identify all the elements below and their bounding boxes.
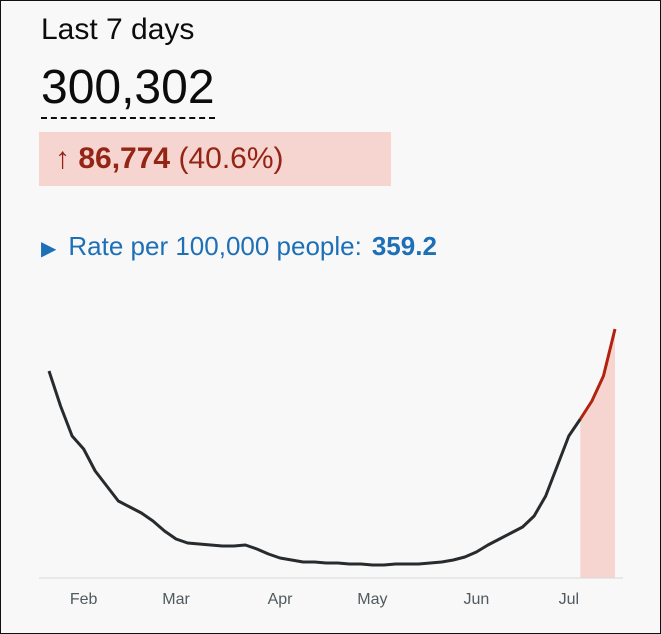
recent-line bbox=[579, 328, 617, 420]
rate-toggle[interactable]: ▶ Rate per 100,000 people: 359.2 bbox=[41, 231, 437, 262]
up-arrow: ↑ bbox=[55, 142, 70, 175]
x-tick-label: Apr bbox=[268, 591, 294, 608]
total-value[interactable]: 300,302 bbox=[41, 59, 215, 119]
change-box: ↑ 86,774 (40.6%) bbox=[39, 132, 391, 186]
change-value: 86,774 bbox=[78, 142, 171, 175]
x-tick-label: May bbox=[357, 591, 387, 608]
card-title: Last 7 days bbox=[41, 13, 195, 46]
change-percent: (40.6%) bbox=[178, 142, 284, 175]
highlight-area bbox=[580, 329, 615, 578]
x-tick-label: Feb bbox=[70, 591, 98, 608]
rate-label: Rate per 100,000 people: bbox=[68, 231, 362, 261]
x-tick-label: Jun bbox=[463, 591, 489, 608]
x-tick-label: Mar bbox=[162, 591, 190, 608]
data-line bbox=[47, 370, 582, 567]
x-tick-label: Jul bbox=[559, 591, 579, 608]
triangle-icon: ▶ bbox=[41, 238, 57, 260]
rate-value: 359.2 bbox=[371, 231, 437, 261]
